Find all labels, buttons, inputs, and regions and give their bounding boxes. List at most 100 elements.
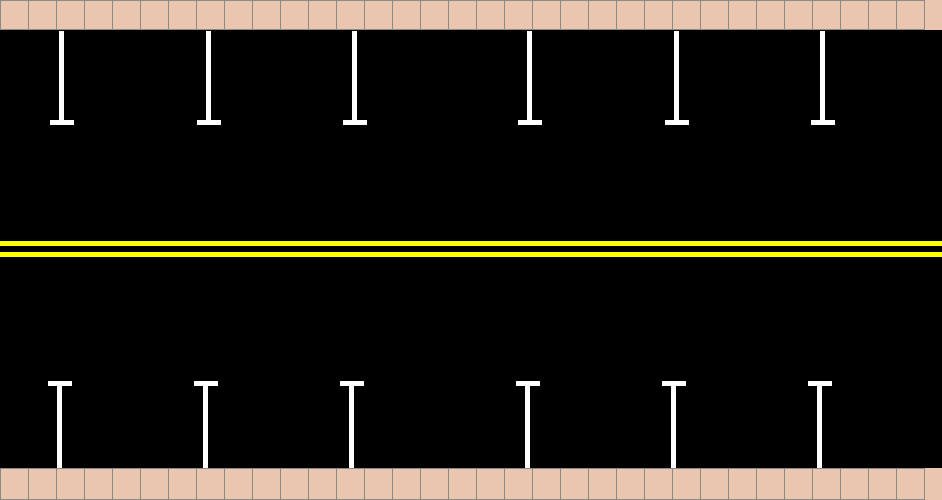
marker-crossbar <box>662 381 686 386</box>
sidewalk-tile <box>224 0 253 30</box>
marker-crossbar <box>518 120 542 125</box>
marker-crossbar <box>194 381 218 386</box>
sidewalk-tile <box>420 468 449 500</box>
sidewalk-tile <box>336 468 365 500</box>
sidewalk-tile <box>896 468 925 500</box>
sidewalk-tile <box>476 468 505 500</box>
sidewalk-tile <box>84 0 113 30</box>
sidewalk-tile <box>168 0 197 30</box>
bottom-parking-bay-marker <box>340 381 364 468</box>
sidewalk-tile <box>728 0 757 30</box>
sidewalk-tile <box>448 0 477 30</box>
sidewalk-tile <box>364 468 393 500</box>
sidewalk-tile <box>308 0 337 30</box>
sidewalk-tile <box>196 0 225 30</box>
sidewalk-tile <box>252 468 281 500</box>
top-sidewalk <box>0 0 942 30</box>
sidewalk-tile <box>56 468 85 500</box>
sidewalk-tile <box>616 468 645 500</box>
sidewalk-tile <box>252 0 281 30</box>
sidewalk-tile <box>112 0 141 30</box>
sidewalk-tile <box>280 468 309 500</box>
sidewalk-tile <box>812 0 841 30</box>
sidewalk-tile <box>532 0 561 30</box>
sidewalk-tile <box>28 468 57 500</box>
bottom-parking-bay-marker <box>662 381 686 468</box>
marker-crossbar <box>811 120 835 125</box>
sidewalk-tile <box>756 0 785 30</box>
top-parking-bay-marker <box>811 31 835 125</box>
sidewalk-tile <box>280 0 309 30</box>
marker-stem <box>349 383 354 468</box>
sidewalk-tile <box>84 468 113 500</box>
sidewalk-tile <box>812 468 841 500</box>
top-parking-bay-marker <box>518 31 542 125</box>
sidewalk-tile <box>504 0 533 30</box>
top-parking-bay-marker <box>197 31 221 125</box>
top-parking-bay-marker <box>343 31 367 125</box>
sidewalk-tile <box>28 0 57 30</box>
center-line-upper <box>0 241 942 246</box>
sidewalk-tile <box>0 0 29 30</box>
bottom-parking-bay-marker <box>48 381 72 468</box>
sidewalk-tile <box>644 0 673 30</box>
marker-crossbar <box>50 120 74 125</box>
sidewalk-tile <box>0 468 29 500</box>
top-parking-bay-marker <box>665 31 689 125</box>
marker-stem <box>57 383 62 468</box>
marker-stem <box>352 31 357 123</box>
sidewalk-tile <box>448 468 477 500</box>
sidewalk-tile <box>168 468 197 500</box>
sidewalk-tile <box>364 0 393 30</box>
marker-stem <box>674 31 679 123</box>
marker-stem <box>820 31 825 123</box>
sidewalk-tile <box>588 468 617 500</box>
sidewalk-tile <box>56 0 85 30</box>
sidewalk-tile <box>140 0 169 30</box>
marker-crossbar <box>340 381 364 386</box>
marker-stem <box>671 383 676 468</box>
sidewalk-tile <box>896 0 925 30</box>
marker-stem <box>203 383 208 468</box>
marker-stem <box>206 31 211 123</box>
marker-crossbar <box>516 381 540 386</box>
marker-stem <box>525 383 530 468</box>
sidewalk-tile <box>196 468 225 500</box>
sidewalk-tile <box>560 468 589 500</box>
marker-stem <box>527 31 532 123</box>
sidewalk-tile <box>756 468 785 500</box>
sidewalk-tile <box>840 0 869 30</box>
sidewalk-tile <box>504 468 533 500</box>
sidewalk-tile <box>616 0 645 30</box>
sidewalk-tile <box>392 0 421 30</box>
sidewalk-tile <box>112 468 141 500</box>
marker-stem <box>817 383 822 468</box>
sidewalk-tile <box>140 468 169 500</box>
sidewalk-tile <box>728 468 757 500</box>
marker-stem <box>59 31 64 123</box>
bottom-sidewalk <box>0 468 942 500</box>
sidewalk-tile <box>840 468 869 500</box>
sidewalk-tile <box>420 0 449 30</box>
marker-crossbar <box>808 381 832 386</box>
bottom-parking-bay-marker <box>194 381 218 468</box>
bottom-parking-bay-marker <box>516 381 540 468</box>
marker-crossbar <box>48 381 72 386</box>
center-line-lower <box>0 252 942 257</box>
sidewalk-tile <box>336 0 365 30</box>
sidewalk-tile <box>224 468 253 500</box>
marker-crossbar <box>665 120 689 125</box>
sidewalk-tile <box>784 0 813 30</box>
sidewalk-tile <box>868 0 897 30</box>
sidewalk-tile <box>588 0 617 30</box>
sidewalk-tile <box>392 468 421 500</box>
top-parking-bay-marker <box>50 31 74 125</box>
sidewalk-tile <box>700 0 729 30</box>
sidewalk-tile <box>532 468 561 500</box>
bottom-parking-bay-marker <box>808 381 832 468</box>
sidewalk-tile <box>644 468 673 500</box>
sidewalk-tile <box>308 468 337 500</box>
sidewalk-tile <box>672 0 701 30</box>
sidewalk-tile <box>672 468 701 500</box>
